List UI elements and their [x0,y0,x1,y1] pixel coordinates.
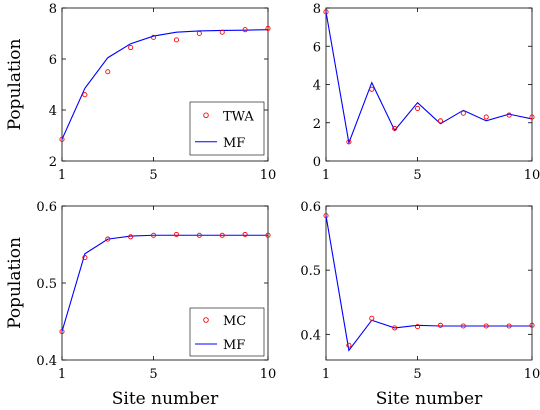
data-point-mc [173,231,179,238]
data-point [506,323,512,329]
x-tick-label: 1 [322,367,330,382]
data-point-mc [265,232,271,238]
legend-label: MC [223,314,246,329]
data-point-mc [128,234,134,240]
data-point-twa [105,69,111,75]
x-tick-label: 5 [149,367,157,382]
x-tick-label: 1 [58,168,66,183]
y-axis-label: Population [5,237,25,329]
data-point-mc [151,232,157,238]
data-point-mc [196,232,202,238]
series-line-mf [61,29,269,140]
x-tick-label: 1 [58,367,66,382]
legend: TWA MF [189,101,265,156]
data-point [392,125,398,132]
data-point-twa [82,92,88,98]
legend-marker [203,317,209,323]
y-tick-label: 0.4 [36,354,57,369]
data-point-twa [242,27,248,33]
y-axis-label: Population [5,39,25,131]
y-tick-label: 4 [313,79,321,94]
y-tick-label: 4 [49,104,57,119]
legend-label: MF [223,136,245,151]
series-line [325,215,532,352]
x-tick-label: 10 [260,367,277,382]
x-tick-label: 5 [413,367,421,382]
y-tick-label: 0 [313,155,321,170]
data-point-twa [128,44,134,51]
axes-frame [61,7,269,162]
x-tick-label: 1 [322,168,330,183]
y-tick-label: 8 [313,2,321,17]
data-point [369,315,375,321]
data-point-mc [219,232,225,238]
legend-label: MF [223,338,245,353]
data-point-twa [219,29,225,35]
panel-top-right: 1 5 10 0 2 4 6 8 [313,2,540,183]
data-point-twa [265,25,271,31]
y-tick-label: 6 [313,40,321,55]
y-tick-label: 6 [49,53,57,68]
x-axis-label: Site number [376,389,483,409]
legend-marker [203,112,209,118]
data-point [346,139,352,145]
data-point-mc [105,236,111,242]
axes-frame [325,7,533,162]
x-tick-label: 5 [413,168,421,183]
y-tick-label: 2 [49,155,57,170]
data-point [506,112,512,118]
data-point [460,110,466,116]
data-point [369,86,375,92]
data-point [483,323,489,329]
x-tick-label: 10 [524,168,540,183]
data-point [483,114,489,120]
data-point [415,105,421,111]
data-point-mc [59,328,65,335]
legend: MC MF [189,307,265,357]
y-tick-label: 0.4 [300,328,321,343]
data-point [323,9,329,15]
legend-box [189,307,265,357]
panel-top-left: 1 5 10 2 4 6 8 Population TWA MF [5,2,276,183]
series-line [325,11,533,145]
data-point [529,114,535,120]
x-tick-label: 10 [260,168,277,183]
data-point [437,322,443,328]
x-tick-label: 10 [524,367,540,382]
y-tick-label: 0.6 [36,200,57,215]
panel-bottom-left: 1 5 10 0.4 0.5 0.6 Population Site number MC MF [5,200,276,409]
y-tick-label: 8 [49,2,57,17]
legend-box [189,101,265,156]
y-tick-label: 0.5 [36,277,57,292]
legend-label: TWA [223,109,254,124]
data-point-mc [242,231,248,238]
data-point [437,118,443,124]
data-point-twa [196,30,202,37]
y-tick-label: 0.6 [300,200,321,215]
data-point [460,323,466,329]
data-point [323,213,329,219]
axes-frame [325,205,533,361]
data-point [415,324,421,330]
data-point [529,322,535,328]
data-point-twa [173,37,179,43]
data-point-twa [59,136,65,142]
y-tick-label: 2 [313,117,321,132]
y-tick-label: 0.5 [300,264,321,279]
x-tick-label: 5 [149,168,157,183]
data-point [346,342,352,348]
x-axis-label: Site number [112,389,219,409]
series-line-mf [61,234,268,332]
data-point-mc [82,255,88,261]
panel-bottom-right: 1 5 10 0.4 0.5 0.6 Site number [300,200,540,409]
data-point [392,325,398,331]
data-point-twa [151,34,157,40]
